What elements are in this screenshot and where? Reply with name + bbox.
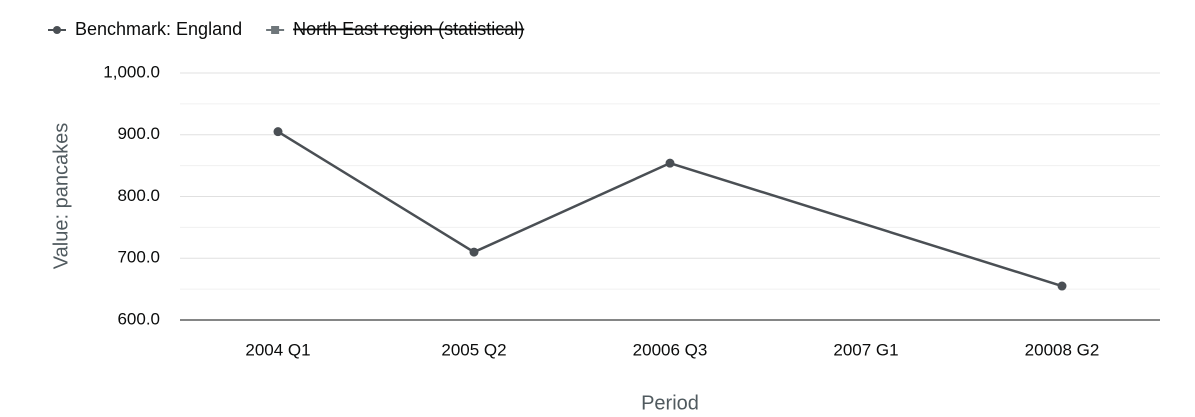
series-line	[277, 130, 671, 254]
y-tick-label: 900.0	[117, 124, 160, 143]
y-axis-title: Value: pancakes	[50, 123, 72, 269]
legend-item[interactable]: Benchmark: England	[48, 19, 242, 39]
x-tick-label: 2005 Q2	[441, 340, 506, 359]
x-axis-title: Period	[641, 392, 699, 414]
legend-marker	[53, 26, 61, 34]
point-marker	[469, 247, 479, 257]
legend-label: North East region (statistical)	[293, 19, 524, 39]
y-tick-label: 800.0	[117, 186, 160, 205]
x-tick-label: 2007 G1	[833, 340, 898, 359]
legend-label: Benchmark: England	[75, 19, 242, 39]
legend: Benchmark: England North East region (sta…	[48, 19, 524, 39]
legend-marker	[271, 26, 280, 34]
y-tick-label: 600.0	[117, 309, 160, 328]
x-tick-label: 20008 G2	[1025, 340, 1100, 359]
point-marker	[1057, 281, 1067, 291]
point-marker	[665, 158, 675, 168]
x-tick-label: 20006 Q3	[633, 340, 708, 359]
x-tick-label: 2004 Q1	[245, 340, 310, 359]
gap-connector	[669, 161, 1063, 288]
legend-item[interactable]: North East region (statistical)	[266, 19, 524, 39]
y-tick-label: 700.0	[117, 248, 160, 267]
y-tick-label: 1,000.0	[103, 62, 160, 81]
point-marker	[273, 127, 283, 137]
